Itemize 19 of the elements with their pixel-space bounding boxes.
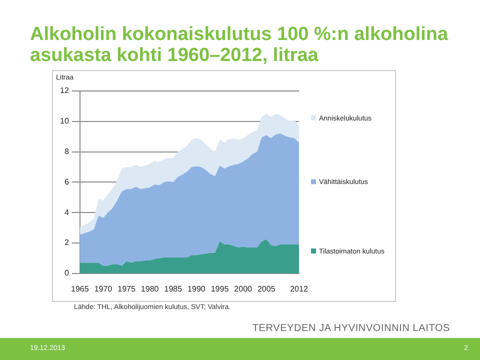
y-tick-label: 12 <box>60 86 70 96</box>
x-tick-label: 1970 <box>94 284 113 294</box>
y-tick-label: 10 <box>60 116 70 126</box>
x-tick-label: 1985 <box>164 284 183 294</box>
x-tick-label: 1965 <box>71 284 90 294</box>
y-tick-label: 8 <box>64 147 70 156</box>
y-tick-label: 4 <box>64 208 70 217</box>
x-tick-label: 1980 <box>140 284 160 294</box>
y-tick-label: 6 <box>64 177 70 186</box>
x-tick-label: 1995 <box>210 284 230 294</box>
chart-title: Alkoholin kokonaiskulutus 100 %:n alkoholina asukasta kohti 1960–2012, litraa <box>30 24 450 66</box>
x-tick-label: 1990 <box>188 284 206 294</box>
x-tick-label: 2012 <box>290 284 308 294</box>
text: TERVEYDEN JA HYVINVOINNIN LAITOS <box>252 323 450 334</box>
x-tick-label: 2005 <box>257 284 276 294</box>
x-tick-label: 2000 <box>234 284 253 294</box>
y-tick-label: 0 <box>64 268 70 278</box>
x-tick-label: 1975 <box>118 284 136 294</box>
y-tick-label: 2 <box>64 238 70 248</box>
